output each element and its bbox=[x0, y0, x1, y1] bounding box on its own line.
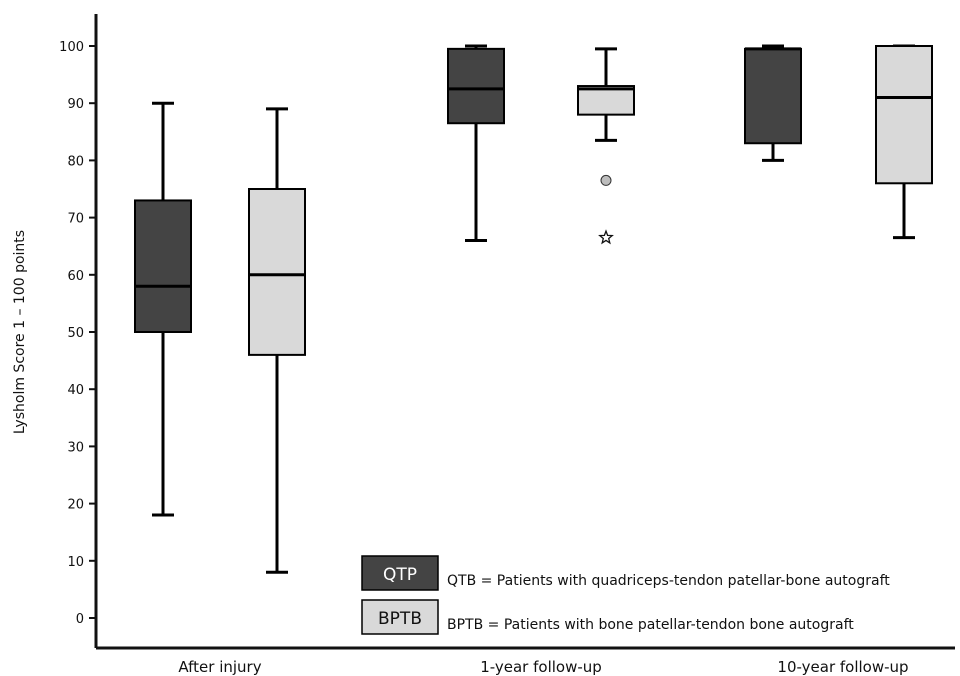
legend: QTP QTB = Patients with quadriceps-tendon… bbox=[361, 555, 890, 635]
iqr-box bbox=[248, 188, 306, 356]
legend-swatch-qtp bbox=[361, 555, 439, 591]
y-tick-label: 80 bbox=[67, 154, 84, 169]
x-category-label: 10-year follow-up bbox=[777, 658, 908, 676]
legend-label-qtp: QTP bbox=[383, 565, 417, 585]
y-tick-label: 10 bbox=[67, 555, 84, 570]
y-tick-label: 20 bbox=[67, 498, 84, 513]
box-bptb-1 bbox=[248, 107, 306, 574]
iqr-box bbox=[134, 199, 192, 333]
legend-swatch-bptb bbox=[361, 599, 439, 635]
x-category-label: After injury bbox=[178, 658, 261, 676]
y-tick-label: 90 bbox=[67, 97, 84, 112]
x-category-label: 1-year follow-up bbox=[480, 658, 602, 676]
legend-label-bptb: BPTB bbox=[378, 609, 422, 629]
box-qtp-3 bbox=[744, 44, 802, 162]
box-plots bbox=[134, 44, 933, 574]
y-tick-label: 100 bbox=[59, 40, 84, 55]
y-axis-title: Lysholm Score 1 – 100 points bbox=[12, 230, 28, 434]
y-tick-label: 70 bbox=[67, 212, 84, 227]
axes: 0 10 20 30 40 50 60 70 80 90 100 Lysholm Score 1 – … bbox=[12, 14, 955, 676]
y-tick-label: 30 bbox=[67, 440, 84, 455]
y-tick-label: 60 bbox=[67, 269, 84, 284]
iqr-box bbox=[577, 85, 635, 116]
legend-description-qtp: QTB = Patients with quadriceps-tendon pa… bbox=[447, 573, 890, 589]
outlier-circle bbox=[600, 174, 612, 186]
iqr-box bbox=[875, 45, 933, 185]
y-tick-label: 50 bbox=[67, 326, 84, 341]
box-bptb-3 bbox=[875, 44, 933, 240]
legend-description-bptb: BPTB = Patients with bone patellar-tendo… bbox=[447, 617, 854, 633]
outlier-star bbox=[598, 229, 614, 245]
y-tick-label: 0 bbox=[76, 612, 84, 627]
iqr-box bbox=[744, 47, 802, 145]
box-qtp-2 bbox=[447, 44, 505, 242]
y-tick-label: 40 bbox=[67, 383, 84, 398]
box-bptb-2 bbox=[577, 47, 635, 245]
box-qtp-1 bbox=[134, 101, 192, 517]
iqr-box bbox=[447, 47, 505, 125]
